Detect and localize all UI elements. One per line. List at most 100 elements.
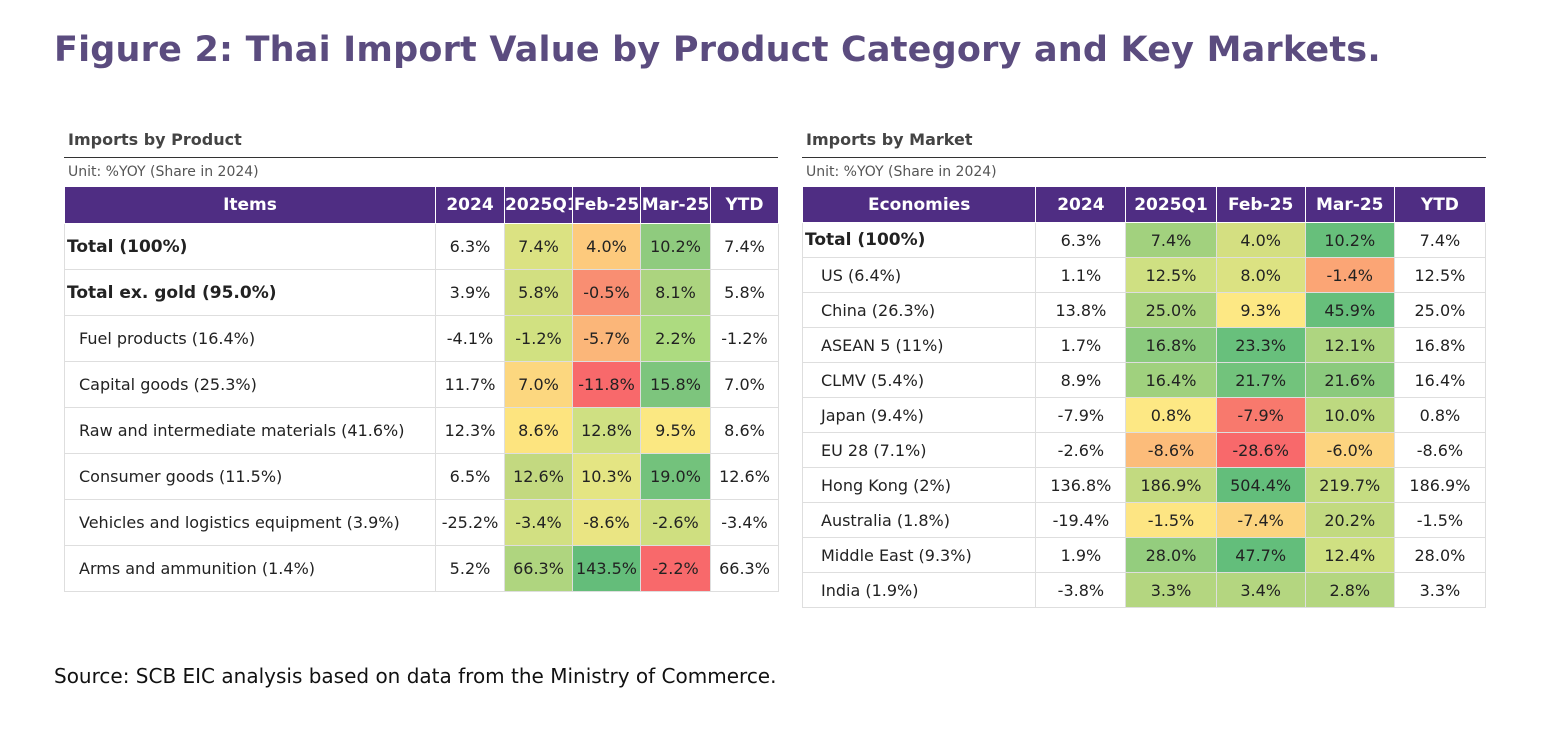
table-row: Raw and intermediate materials (41.6%) 12…: [64, 407, 779, 454]
value-cell: 21.7%: [1215, 362, 1306, 398]
source-note: Source: SCB EIC analysis based on data f…: [54, 664, 777, 688]
value-cell: 186.9%: [1125, 467, 1217, 503]
row-label: Arms and ammunition (1.4%): [64, 545, 436, 592]
value-cell: 7.4%: [710, 223, 779, 270]
value-cell: 8.6%: [504, 407, 573, 454]
value-cell: 219.7%: [1304, 467, 1395, 503]
value-cell: 8.9%: [1035, 362, 1127, 398]
table-row: ASEAN 5 (11%) 1.7% 16.8% 23.3% 12.1% 16.8%: [801, 327, 1487, 363]
value-cell: 2.2%: [640, 315, 711, 362]
value-cell: 16.8%: [1125, 327, 1217, 363]
row-label: Australia (1.8%): [801, 502, 1037, 538]
value-cell: 5.2%: [435, 545, 505, 592]
value-cell: -1.2%: [504, 315, 573, 362]
column-header: Items: [64, 186, 436, 224]
value-cell: 16.4%: [1393, 362, 1487, 398]
value-cell: 0.8%: [1393, 397, 1487, 433]
table-row: Total (100%) 6.3% 7.4% 4.0% 10.2% 7.4%: [801, 222, 1487, 258]
value-cell: -8.6%: [1393, 432, 1487, 468]
value-cell: -3.8%: [1035, 572, 1127, 608]
value-cell: 0.8%: [1125, 397, 1217, 433]
value-cell: 45.9%: [1304, 292, 1395, 328]
value-cell: 12.6%: [710, 453, 779, 500]
row-label: Consumer goods (11.5%): [64, 453, 436, 500]
value-cell: 23.3%: [1215, 327, 1306, 363]
value-cell: -1.2%: [710, 315, 779, 362]
value-cell: 3.9%: [435, 269, 505, 316]
value-cell: 7.4%: [504, 223, 573, 270]
value-cell: 20.2%: [1304, 502, 1395, 538]
table-header-row: Economies 2024 2025Q1 Feb-25 Mar-25 YTD: [801, 186, 1487, 223]
column-header: Mar-25: [1304, 186, 1395, 223]
imports-by-market-panel: Imports by Market Unit: %YOY (Share in 2…: [801, 128, 1487, 608]
figure-title: Figure 2: Thai Import Value by Product C…: [54, 30, 1381, 70]
row-label: Japan (9.4%): [801, 397, 1037, 433]
value-cell: -2.6%: [1035, 432, 1127, 468]
value-cell: 10.3%: [572, 453, 641, 500]
divider: [802, 157, 1486, 158]
table-row: Japan (9.4%) -7.9% 0.8% -7.9% 10.0% 0.8%: [801, 397, 1487, 433]
table-row: Total (100%) 6.3% 7.4% 4.0% 10.2% 7.4%: [64, 223, 779, 270]
value-cell: -2.6%: [640, 499, 711, 546]
panel-title: Imports by Market: [806, 130, 973, 149]
value-cell: 3.4%: [1215, 572, 1306, 608]
value-cell: 10.0%: [1304, 397, 1395, 433]
value-cell: 1.7%: [1035, 327, 1127, 363]
value-cell: 16.8%: [1393, 327, 1487, 363]
table-row: Arms and ammunition (1.4%) 5.2% 66.3% 143.5…: [64, 545, 779, 592]
row-label: Total ex. gold (95.0%): [64, 269, 436, 316]
value-cell: 4.0%: [572, 223, 641, 270]
value-cell: 47.7%: [1215, 537, 1306, 573]
value-cell: 12.4%: [1304, 537, 1395, 573]
value-cell: 10.2%: [1304, 222, 1395, 258]
value-cell: 28.0%: [1393, 537, 1487, 573]
column-header: Feb-25: [1215, 186, 1306, 223]
table-row: India (1.9%) -3.8% 3.3% 3.4% 2.8% 3.3%: [801, 572, 1487, 608]
value-cell: 3.3%: [1125, 572, 1217, 608]
value-cell: 2.8%: [1304, 572, 1395, 608]
value-cell: 3.3%: [1393, 572, 1487, 608]
row-label: Raw and intermediate materials (41.6%): [64, 407, 436, 454]
value-cell: -6.0%: [1304, 432, 1395, 468]
column-header: YTD: [1393, 186, 1487, 223]
value-cell: 143.5%: [572, 545, 641, 592]
row-label: Vehicles and logistics equipment (3.9%): [64, 499, 436, 546]
value-cell: 6.3%: [1035, 222, 1127, 258]
value-cell: -1.5%: [1125, 502, 1217, 538]
column-header: 2025Q1: [504, 186, 573, 224]
value-cell: 11.7%: [435, 361, 505, 408]
table-row: Australia (1.8%) -19.4% -1.5% -7.4% 20.2% -1.…: [801, 502, 1487, 538]
row-label: China (26.3%): [801, 292, 1037, 328]
row-label: ASEAN 5 (11%): [801, 327, 1037, 363]
row-label: Capital goods (25.3%): [64, 361, 436, 408]
value-cell: 66.3%: [504, 545, 573, 592]
value-cell: 12.5%: [1125, 257, 1217, 293]
value-cell: 5.8%: [710, 269, 779, 316]
value-cell: 8.0%: [1215, 257, 1306, 293]
value-cell: -19.4%: [1035, 502, 1127, 538]
value-cell: 10.2%: [640, 223, 711, 270]
value-cell: 1.1%: [1035, 257, 1127, 293]
value-cell: -1.5%: [1393, 502, 1487, 538]
column-header: Economies: [801, 186, 1037, 223]
value-cell: -25.2%: [435, 499, 505, 546]
value-cell: -7.9%: [1215, 397, 1306, 433]
table-row: CLMV (5.4%) 8.9% 16.4% 21.7% 21.6% 16.4%: [801, 362, 1487, 398]
row-label: CLMV (5.4%): [801, 362, 1037, 398]
value-cell: -3.4%: [504, 499, 573, 546]
value-cell: 9.3%: [1215, 292, 1306, 328]
column-header: Feb-25: [572, 186, 641, 224]
value-cell: 136.8%: [1035, 467, 1127, 503]
value-cell: 12.1%: [1304, 327, 1395, 363]
value-cell: -0.5%: [572, 269, 641, 316]
value-cell: 7.0%: [504, 361, 573, 408]
table-row: Total ex. gold (95.0%) 3.9% 5.8% -0.5% 8.1% 5…: [64, 269, 779, 316]
value-cell: 66.3%: [710, 545, 779, 592]
imports-by-market-table: Economies 2024 2025Q1 Feb-25 Mar-25 YTD Total…: [801, 186, 1487, 608]
value-cell: 15.8%: [640, 361, 711, 408]
table-row: Capital goods (25.3%) 11.7% 7.0% -11.8% 15.8…: [64, 361, 779, 408]
value-cell: -1.4%: [1304, 257, 1395, 293]
table-row: Consumer goods (11.5%) 6.5% 12.6% 10.3% 19.0…: [64, 453, 779, 500]
row-label: Middle East (9.3%): [801, 537, 1037, 573]
value-cell: -7.9%: [1035, 397, 1127, 433]
